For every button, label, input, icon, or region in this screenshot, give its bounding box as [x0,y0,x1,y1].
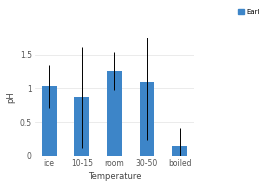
Bar [140,82,154,156]
Bar [107,71,122,156]
Bar [74,97,89,156]
Bar [42,86,56,156]
Y-axis label: pH: pH [6,91,15,103]
Bar [172,146,187,156]
Legend: Earl: Earl [238,9,260,15]
X-axis label: Temperature: Temperature [88,172,141,181]
